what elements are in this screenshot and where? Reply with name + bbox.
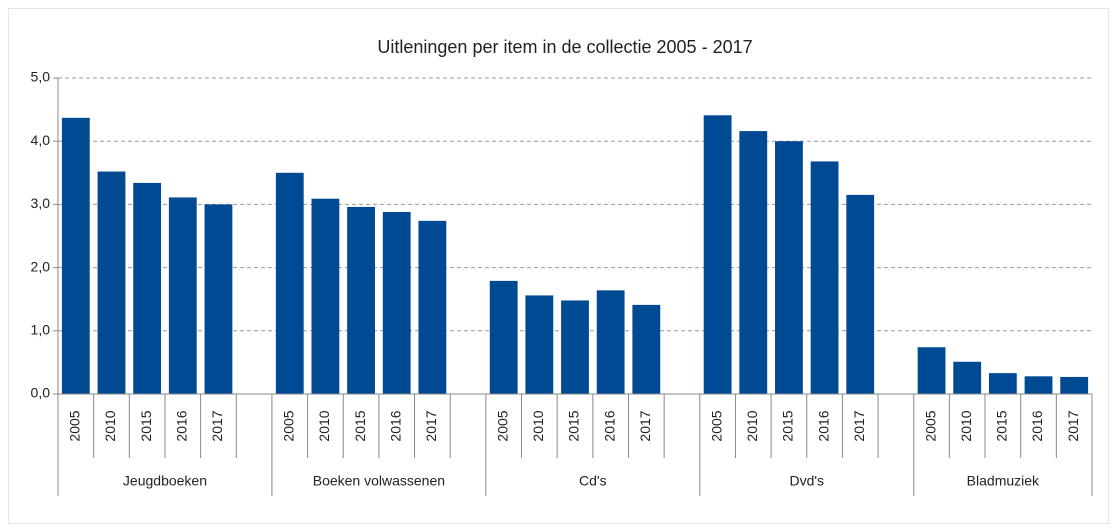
group-label: Bladmuziek [967, 473, 1040, 489]
x-tick-label: 2005 [708, 410, 724, 441]
group-label: Cd's [579, 473, 607, 489]
group-label: Dvd's [789, 473, 824, 489]
y-tick-label: 4,0 [31, 132, 51, 148]
bar [596, 290, 625, 394]
x-tick-label: 2010 [316, 410, 332, 441]
bar [418, 220, 447, 394]
x-tick-label: 2010 [744, 410, 760, 441]
x-tick-label: 2016 [601, 410, 617, 441]
y-tick-label: 2,0 [31, 258, 51, 274]
x-tick-label: 2010 [530, 410, 546, 441]
bar [917, 347, 946, 394]
bar [953, 361, 982, 394]
bar [347, 206, 375, 394]
x-tick-label: 2017 [423, 410, 439, 441]
x-tick-label: 2016 [387, 410, 403, 441]
bar [810, 161, 839, 394]
x-tick-label: 2005 [922, 410, 938, 441]
x-tick-label: 2015 [566, 410, 582, 441]
y-tick-label: 0,0 [31, 385, 51, 401]
x-tick-label: 2017 [637, 410, 653, 441]
bar [168, 197, 197, 394]
bar [97, 171, 126, 394]
bar [561, 300, 589, 394]
bar [703, 115, 732, 395]
group-label: Jeugdboeken [123, 473, 207, 489]
x-tick-label: 2005 [280, 410, 296, 441]
x-tick-label: 2015 [352, 410, 368, 441]
x-tick-label: 2015 [780, 410, 796, 441]
bar [61, 117, 90, 394]
x-tick-label: 2010 [102, 410, 118, 441]
x-tick-label: 2005 [67, 410, 83, 441]
bar [775, 141, 803, 394]
bar [382, 211, 411, 394]
x-tick-label: 2010 [958, 410, 974, 441]
bar [133, 182, 162, 394]
x-tick-label: 2015 [994, 410, 1010, 441]
bar [739, 131, 768, 394]
bar [204, 204, 233, 394]
x-tick-label: 2015 [138, 410, 154, 441]
bar [311, 198, 340, 394]
bar [489, 280, 518, 394]
bar [525, 295, 554, 394]
x-tick-label: 2017 [851, 410, 867, 441]
y-tick-label: 1,0 [31, 322, 51, 338]
x-tick-label: 2016 [173, 410, 189, 441]
x-tick-label: 2016 [815, 410, 831, 441]
x-tick-label: 2017 [209, 410, 225, 441]
x-tick-label: 2017 [1065, 410, 1081, 441]
bar [988, 373, 1017, 394]
bar [846, 194, 875, 394]
x-tick-label: 2005 [494, 410, 510, 441]
bar [1024, 376, 1053, 394]
y-tick-label: 5,0 [31, 69, 51, 85]
y-tick-label: 3,0 [31, 195, 51, 211]
bar [1060, 376, 1089, 394]
group-label: Boeken volwassenen [313, 473, 445, 489]
bar [632, 304, 661, 394]
bar [275, 172, 304, 394]
chart-title: Uitleningen per item in de collectie 200… [377, 37, 752, 57]
x-tick-label: 2016 [1029, 410, 1045, 441]
